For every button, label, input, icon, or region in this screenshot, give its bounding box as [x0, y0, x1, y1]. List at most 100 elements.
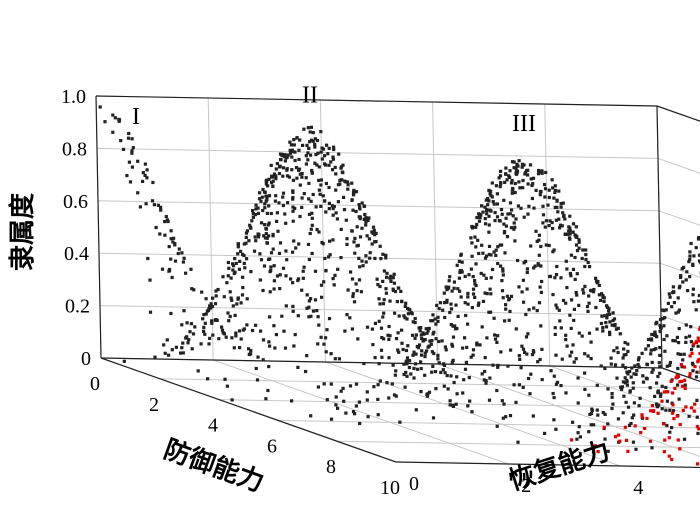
- data-point: [243, 266, 247, 270]
- data-point: [285, 168, 289, 172]
- data-point: [483, 356, 487, 360]
- data-point: [328, 239, 332, 243]
- data-point: [489, 253, 493, 257]
- data-point: [98, 105, 102, 109]
- data-point: [337, 152, 341, 156]
- data-point: [351, 190, 356, 194]
- data-point: [249, 349, 253, 353]
- data-point: [341, 171, 345, 175]
- data-point: [553, 326, 557, 330]
- data-point: [418, 329, 422, 333]
- data-point: [348, 384, 353, 388]
- data-point: [350, 327, 354, 331]
- data-point: [346, 183, 350, 187]
- data-point: [127, 131, 131, 136]
- data-point: [412, 376, 416, 380]
- data-point: [554, 427, 558, 431]
- data-point: [317, 188, 321, 192]
- data-point: [458, 289, 462, 293]
- data-point: [274, 194, 278, 198]
- data-point: [635, 369, 639, 373]
- data-point: [319, 178, 323, 182]
- data-point: [427, 344, 431, 348]
- highlight-data-point: [676, 374, 680, 378]
- data-point: [508, 175, 512, 179]
- data-point: [478, 216, 482, 220]
- data-point: [159, 208, 163, 212]
- data-point: [240, 293, 245, 297]
- data-point: [571, 343, 575, 347]
- data-point: [419, 390, 423, 394]
- data-point: [206, 377, 210, 381]
- data-point: [534, 229, 538, 233]
- data-point: [148, 310, 153, 314]
- data-point: [441, 308, 445, 312]
- data-point: [334, 211, 338, 215]
- data-point: [589, 288, 593, 292]
- data-point: [241, 252, 245, 256]
- highlight-data-point: [640, 415, 644, 419]
- data-point: [267, 234, 271, 238]
- data-point: [477, 301, 481, 305]
- data-point: [189, 267, 193, 271]
- data-point: [434, 322, 438, 326]
- data-point: [278, 165, 282, 169]
- data-point: [680, 365, 684, 369]
- data-point: [414, 408, 418, 412]
- data-point: [681, 358, 685, 362]
- data-point: [285, 174, 290, 178]
- data-point: [332, 145, 336, 149]
- data-point: [324, 181, 328, 186]
- data-point: [261, 358, 265, 362]
- data-point: [622, 394, 626, 398]
- data-point: [271, 247, 275, 251]
- data-point: [551, 250, 555, 254]
- data-point: [406, 344, 410, 348]
- data-point: [217, 337, 221, 341]
- data-point: [455, 375, 459, 379]
- data-point: [263, 190, 267, 194]
- data-point: [614, 327, 619, 331]
- data-point: [172, 236, 176, 240]
- data-point: [294, 166, 299, 170]
- data-point: [151, 180, 155, 185]
- data-point: [436, 319, 440, 323]
- data-point: [408, 308, 412, 312]
- data-point: [170, 348, 174, 352]
- data-point: [167, 267, 172, 272]
- data-point: [538, 190, 543, 194]
- data-point: [368, 251, 372, 255]
- data-point: [208, 336, 212, 340]
- data-point: [144, 202, 148, 206]
- data-point: [269, 211, 273, 216]
- data-point: [476, 238, 480, 242]
- data-point: [269, 268, 273, 272]
- data-point: [268, 290, 272, 294]
- data-point: [306, 126, 310, 130]
- data-point: [285, 155, 289, 159]
- data-point: [425, 331, 429, 335]
- data-point: [267, 340, 271, 344]
- data-point: [502, 222, 506, 226]
- data-point: [434, 387, 438, 391]
- data-point: [492, 250, 496, 254]
- data-point: [691, 369, 695, 373]
- data-point: [433, 317, 437, 321]
- data-point: [491, 200, 495, 204]
- data-point: [531, 182, 535, 186]
- data-point: [251, 209, 255, 213]
- data-point: [658, 353, 662, 357]
- data-point: [354, 209, 358, 214]
- data-point: [272, 279, 276, 283]
- data-point: [525, 352, 529, 356]
- data-point: [320, 157, 324, 161]
- data-point: [587, 430, 591, 434]
- data-point: [595, 408, 599, 412]
- data-point: [404, 301, 408, 305]
- data-point: [616, 326, 620, 330]
- data-point: [450, 344, 455, 348]
- data-point: [496, 334, 500, 338]
- data-point: [509, 226, 513, 230]
- data-point: [261, 188, 265, 192]
- data-point: [608, 312, 612, 316]
